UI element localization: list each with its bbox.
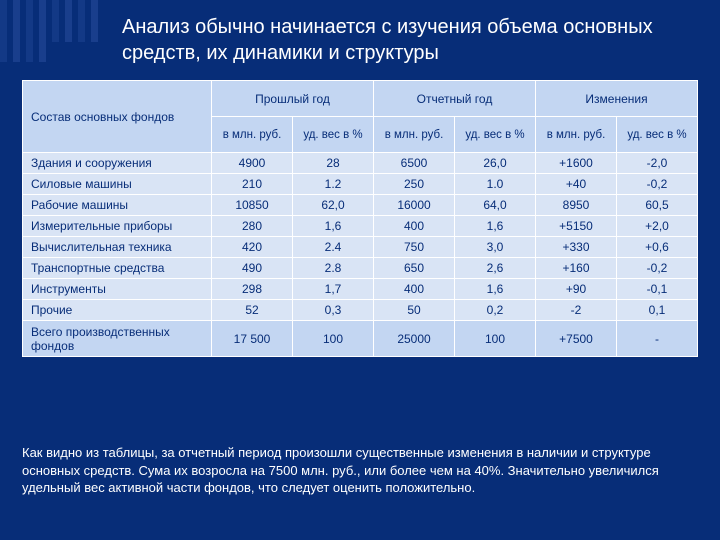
table-row: Измерительные приборы2801,64001,6+5150+2… [23, 216, 698, 237]
cell-om: 650 [374, 258, 455, 279]
cell-cm: +90 [536, 279, 617, 300]
cell-cm: +330 [536, 237, 617, 258]
th-prev-pct: уд. вес в % [293, 117, 374, 153]
cell-pm: 298 [212, 279, 293, 300]
cell-op: 100 [455, 321, 536, 357]
cell-op: 1,6 [455, 279, 536, 300]
cell-cm: -2 [536, 300, 617, 321]
cell-pp: 0,3 [293, 300, 374, 321]
cell-om: 25000 [374, 321, 455, 357]
cell-name: Рабочие машины [23, 195, 212, 216]
cell-op: 1,6 [455, 216, 536, 237]
cell-cp: -2,0 [617, 153, 698, 174]
th-report-year: Отчетный год [374, 81, 536, 117]
cell-pp: 2.8 [293, 258, 374, 279]
cell-cp: -0,2 [617, 174, 698, 195]
cell-pp: 1.2 [293, 174, 374, 195]
cell-cm: +7500 [536, 321, 617, 357]
table-row: Силовые машины2101.22501.0+40-0,2 [23, 174, 698, 195]
table-body: Здания и сооружения490028650026,0+1600-2… [23, 153, 698, 357]
cell-cp: - [617, 321, 698, 357]
cell-cp: -0,1 [617, 279, 698, 300]
cell-op: 2,6 [455, 258, 536, 279]
cell-pm: 420 [212, 237, 293, 258]
cell-name: Транспортные средства [23, 258, 212, 279]
cell-pm: 10850 [212, 195, 293, 216]
cell-pm: 490 [212, 258, 293, 279]
table-row: Здания и сооружения490028650026,0+1600-2… [23, 153, 698, 174]
cell-op: 0,2 [455, 300, 536, 321]
cell-name: Инструменты [23, 279, 212, 300]
cell-om: 400 [374, 216, 455, 237]
decor-bars-row1 [0, 0, 98, 42]
cell-name: Вычислительная техника [23, 237, 212, 258]
cell-op: 3,0 [455, 237, 536, 258]
cell-om: 50 [374, 300, 455, 321]
th-name: Состав основных фондов [23, 81, 212, 153]
cell-name: Здания и сооружения [23, 153, 212, 174]
table-container: Состав основных фондов Прошлый год Отчет… [22, 80, 698, 357]
cell-name: Измерительные приборы [23, 216, 212, 237]
table-row: Рабочие машины1085062,01600064,0895060,5 [23, 195, 698, 216]
cell-pp: 28 [293, 153, 374, 174]
cell-om: 400 [374, 279, 455, 300]
cell-cp: +2,0 [617, 216, 698, 237]
cell-cp: +0,6 [617, 237, 698, 258]
decor-bars-row2 [0, 42, 46, 62]
table-row: Транспортные средства4902.86502,6+160-0,… [23, 258, 698, 279]
cell-pp: 1,7 [293, 279, 374, 300]
cell-cp: 0,1 [617, 300, 698, 321]
cell-op: 64,0 [455, 195, 536, 216]
page-title: Анализ обычно начинается с изучения объе… [122, 14, 690, 66]
cell-pp: 100 [293, 321, 374, 357]
cell-om: 250 [374, 174, 455, 195]
th-changes: Изменения [536, 81, 698, 117]
cell-pm: 52 [212, 300, 293, 321]
cell-pm: 210 [212, 174, 293, 195]
cell-cm: 8950 [536, 195, 617, 216]
cell-cp: 60,5 [617, 195, 698, 216]
cell-pp: 62,0 [293, 195, 374, 216]
cell-op: 26,0 [455, 153, 536, 174]
cell-name: Силовые машины [23, 174, 212, 195]
cell-om: 6500 [374, 153, 455, 174]
cell-cp: -0,2 [617, 258, 698, 279]
cell-pp: 1,6 [293, 216, 374, 237]
table-total-row: Всего производственных фондов17 50010025… [23, 321, 698, 357]
cell-cm: +5150 [536, 216, 617, 237]
caption-text: Как видно из таблицы, за отчетный период… [22, 444, 698, 497]
table-row: Инструменты2981,74001,6+90-0,1 [23, 279, 698, 300]
table-row: Вычислительная техника4202.47503,0+330+0… [23, 237, 698, 258]
th-prev-year: Прошлый год [212, 81, 374, 117]
cell-pm: 17 500 [212, 321, 293, 357]
cell-cm: +40 [536, 174, 617, 195]
cell-cm: +160 [536, 258, 617, 279]
th-rep-pct: уд. вес в % [455, 117, 536, 153]
cell-op: 1.0 [455, 174, 536, 195]
th-rep-mln: в млн. руб. [374, 117, 455, 153]
cell-pm: 4900 [212, 153, 293, 174]
cell-pp: 2.4 [293, 237, 374, 258]
cell-name: Всего производственных фондов [23, 321, 212, 357]
cell-pm: 280 [212, 216, 293, 237]
cell-cm: +1600 [536, 153, 617, 174]
th-prev-mln: в млн. руб. [212, 117, 293, 153]
th-chg-pct: уд. вес в % [617, 117, 698, 153]
cell-om: 750 [374, 237, 455, 258]
funds-table: Состав основных фондов Прошлый год Отчет… [22, 80, 698, 357]
th-chg-mln: в млн. руб. [536, 117, 617, 153]
table-row: Прочие520,3500,2-20,1 [23, 300, 698, 321]
cell-name: Прочие [23, 300, 212, 321]
cell-om: 16000 [374, 195, 455, 216]
